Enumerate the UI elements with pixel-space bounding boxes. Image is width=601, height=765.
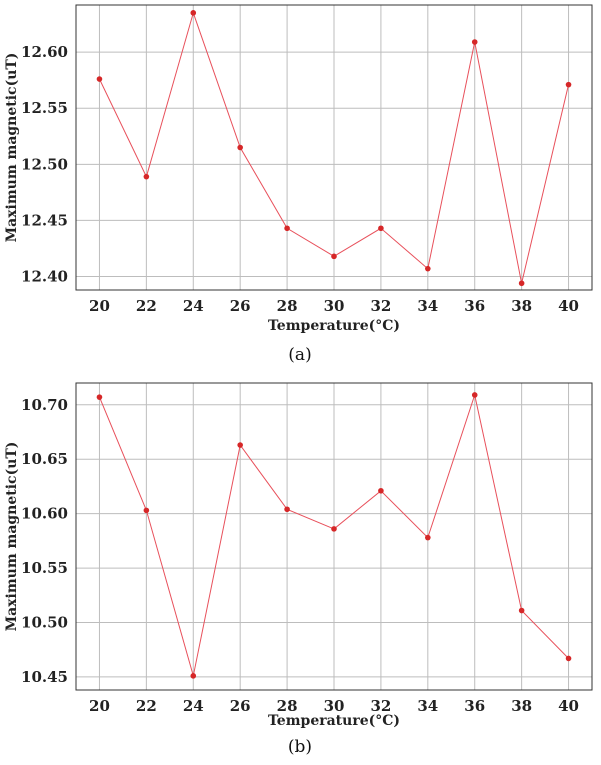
data-point (518, 280, 525, 287)
x-tick-label: 28 (277, 297, 298, 315)
x-tick-label: 26 (230, 697, 251, 715)
x-tick-label: 38 (511, 697, 532, 715)
y-tick-label: 10.45 (21, 668, 68, 686)
data-point (190, 673, 197, 679)
x-tick-label: 36 (464, 297, 485, 315)
data-point (237, 442, 243, 448)
y-tick-label: 10.60 (21, 505, 68, 523)
y-tick-label: 12.40 (21, 268, 68, 286)
x-tick-label: 24 (183, 297, 204, 315)
data-point (331, 526, 337, 532)
data-point (378, 225, 384, 232)
y-tick-label: 10.70 (21, 396, 68, 414)
data-point (425, 534, 431, 541)
data-point (190, 10, 197, 16)
panel-caption: (b) (288, 737, 312, 757)
plot-frame (75, 4, 593, 291)
x-axis-label: Temperature(°C) (268, 713, 400, 729)
chart-panel-b: 20 22 24 26 28 30 32 34 36 38 40 10.45 10.50 10.55 10.… (4, 382, 593, 757)
x-tick-label: 32 (370, 697, 391, 715)
data-point (378, 487, 384, 494)
x-tick-label: 36 (464, 697, 485, 715)
x-tick-label: 28 (277, 697, 298, 715)
data-point (143, 507, 150, 514)
y-axis-label: Maximum magnetic(uT) (4, 53, 20, 243)
y-tick-label: 10.50 (21, 614, 68, 632)
x-tick-label: 30 (324, 297, 345, 315)
x-tick-label: 40 (558, 697, 579, 715)
y-tick-label: 12.45 (21, 211, 68, 229)
x-tick-label: 32 (370, 297, 391, 315)
y-tick-label: 12.60 (21, 43, 68, 61)
data-point (425, 265, 431, 272)
x-tick-label: 30 (324, 697, 345, 715)
data-point (518, 607, 525, 614)
x-tick-label: 26 (230, 297, 251, 315)
y-axis-label: Maximum magnetic(uT) (4, 442, 20, 632)
y-tick-label: 10.65 (21, 450, 68, 468)
y-tick-label: 12.55 (21, 99, 68, 117)
x-tick-label: 20 (89, 297, 110, 315)
y-tick-label: 12.50 (21, 155, 68, 173)
data-point (331, 253, 337, 260)
x-tick-label: 40 (558, 297, 579, 315)
data-point (565, 655, 572, 662)
x-axis-label: Temperature(°C) (268, 318, 400, 334)
x-tick-label: 34 (417, 697, 438, 715)
x-tick-label: 38 (511, 297, 532, 315)
data-point (96, 394, 103, 400)
x-tick-label: 22 (136, 297, 157, 315)
x-tick-label: 34 (417, 297, 438, 315)
chart-panel-a: 20 22 24 26 28 30 32 34 36 38 40 12.40 12.45 12.50 12.… (4, 4, 593, 365)
data-point (143, 173, 150, 180)
data-point (471, 392, 478, 398)
data-point (565, 81, 572, 88)
x-tick-label: 24 (183, 697, 204, 715)
data-point (96, 76, 103, 82)
panel-caption: (a) (288, 345, 311, 365)
data-point (284, 506, 290, 513)
x-tick-label: 20 (89, 697, 110, 715)
x-tick-label: 22 (136, 697, 157, 715)
y-tick-label: 10.55 (21, 559, 68, 577)
data-point (237, 144, 243, 151)
plot-frame (75, 382, 593, 691)
data-point (284, 225, 290, 232)
data-point (471, 39, 478, 45)
